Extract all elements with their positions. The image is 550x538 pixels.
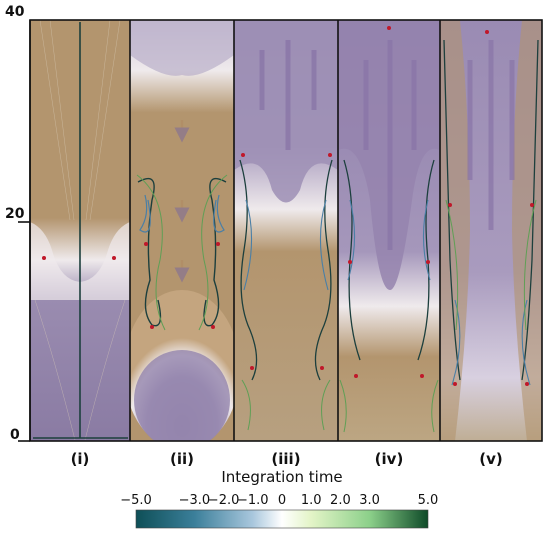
y-axis: 40 20 0: [5, 4, 31, 443]
panel-iv: [338, 20, 440, 441]
panel-iii: [234, 20, 338, 441]
panel-label-v: (v): [479, 450, 503, 468]
panel-labels: (i) (ii) (iii) (iv) (v): [71, 450, 503, 468]
colorbar-tick-label: −1.0: [237, 493, 269, 508]
colorbar-tick-label: 0: [278, 493, 286, 508]
panel-label-i: (i): [71, 450, 90, 468]
panel-v: [440, 20, 542, 441]
colorbar-tick-label: −5.0: [120, 493, 152, 508]
colorbar-tick-label: 1.0: [301, 493, 322, 508]
y-tick-0: 0: [10, 427, 20, 443]
panel-i: [30, 20, 130, 441]
colorbar-tick-label: 3.0: [359, 493, 380, 508]
colorbar-tick-label: 5.0: [418, 493, 439, 508]
y-tick-40: 40: [5, 4, 25, 20]
colorbar: Integration time −5.0 −3.0−2.0−1.0 0 1.0 2.0…: [120, 468, 438, 529]
colorbar-tick-label: −2.0: [208, 493, 240, 508]
panel-ii: [130, 20, 234, 441]
panel-label-ii: (ii): [170, 450, 194, 468]
colorbar-tick-label: 2.0: [330, 493, 351, 508]
panel-label-iii: (iii): [271, 450, 300, 468]
colorbar-bar: [135, 509, 429, 529]
panel-label-iv: (iv): [375, 450, 404, 468]
colorbar-ticks: −5.0 −3.0−2.0−1.0 0 1.0 2.0 3.0 5.0: [120, 493, 438, 508]
colorbar-tick-label: −3.0: [179, 493, 211, 508]
colorbar-title: Integration time: [221, 468, 342, 486]
y-tick-20: 20: [5, 206, 25, 222]
